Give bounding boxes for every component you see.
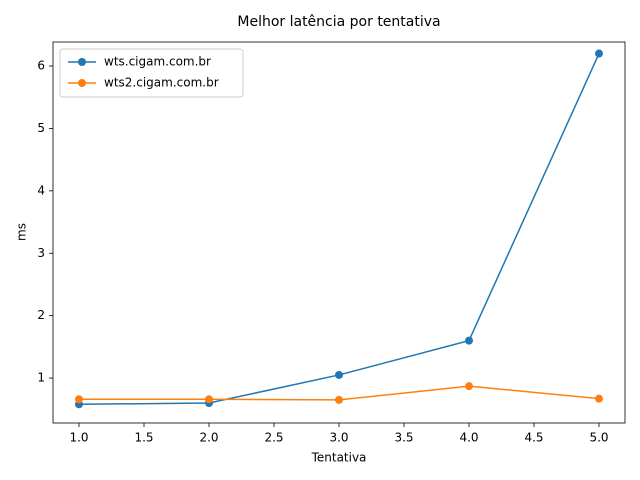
legend-label: wts.cigam.com.br <box>104 55 211 69</box>
legend-marker <box>78 79 86 87</box>
y-tick-label: 6 <box>37 59 45 73</box>
point <box>465 336 473 345</box>
point <box>465 382 473 391</box>
x-tick-label: 3.0 <box>329 431 348 445</box>
point <box>205 395 213 404</box>
y-tick-label: 3 <box>37 246 45 260</box>
point <box>335 370 343 379</box>
legend-marker <box>78 58 86 66</box>
x-axis-label: Tentativa <box>311 451 367 465</box>
legend-label: wts2.cigam.com.br <box>104 76 219 90</box>
y-axis-label: ms <box>15 223 29 241</box>
x-tick-label: 5.0 <box>589 431 608 445</box>
chart-title: Melhor latência por tentativa <box>237 14 440 30</box>
point <box>595 49 603 58</box>
axes-frame <box>52 41 626 424</box>
x-tick-label: 2.0 <box>199 431 218 445</box>
y-tick-label: 5 <box>37 121 45 135</box>
y-tick-label: 2 <box>37 308 45 322</box>
point <box>75 395 83 404</box>
x-tick-label: 1.0 <box>69 431 88 445</box>
x-tick-label: 2.5 <box>264 431 283 445</box>
x-tick-label: 3.5 <box>394 431 413 445</box>
point <box>595 394 603 403</box>
x-tick-label: 1.5 <box>134 431 153 445</box>
legend-box <box>59 48 244 98</box>
point <box>335 395 343 404</box>
y-tick-label: 1 <box>37 371 45 385</box>
y-tick-label: 4 <box>37 183 45 197</box>
x-tick-label: 4.0 <box>459 431 478 445</box>
x-tick-label: 4.5 <box>524 431 543 445</box>
